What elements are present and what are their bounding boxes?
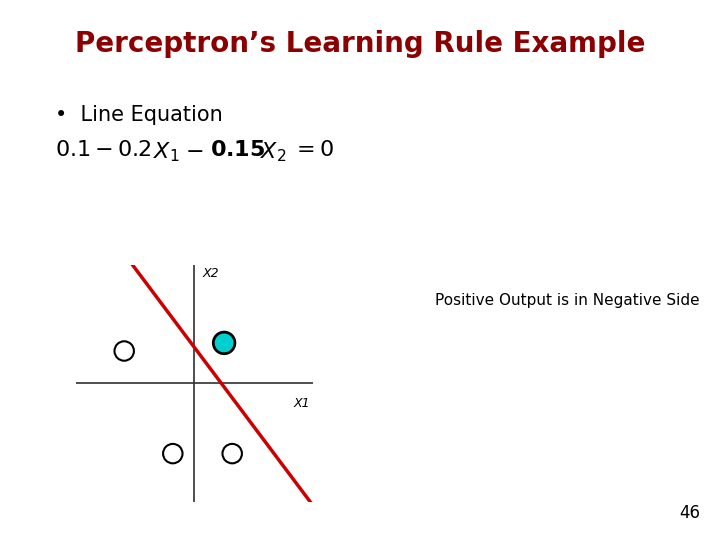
Text: •  Line Equation: • Line Equation <box>55 105 222 125</box>
Text: $\mathbf{0.15}$: $\mathbf{0.15}$ <box>210 140 265 160</box>
Text: Positive Output is in Negative Side: Positive Output is in Negative Side <box>435 293 700 307</box>
Circle shape <box>114 341 134 361</box>
Text: $0.1 - 0.2\ $: $0.1 - 0.2\ $ <box>55 140 151 160</box>
Text: $X_2$: $X_2$ <box>260 140 287 164</box>
Text: X1: X1 <box>294 397 310 410</box>
Text: 46: 46 <box>679 504 700 522</box>
Circle shape <box>163 444 183 463</box>
Text: $X_1$: $X_1$ <box>153 140 179 164</box>
Text: X2: X2 <box>202 267 219 280</box>
Text: Perceptron’s Learning Rule Example: Perceptron’s Learning Rule Example <box>75 30 645 58</box>
Circle shape <box>213 332 235 354</box>
Circle shape <box>222 444 242 463</box>
Text: $-$: $-$ <box>185 140 203 160</box>
Text: $= 0$: $= 0$ <box>292 140 334 160</box>
